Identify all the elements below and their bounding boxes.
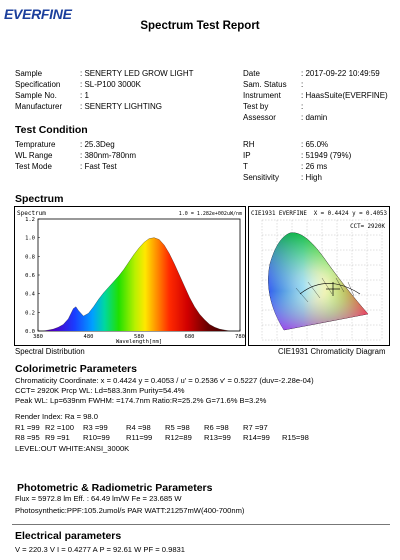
label-instrument: Instrument [243,91,281,100]
spectrum-area [38,237,240,331]
colorimetric-line-1: Chromaticity Coordinate: x = 0.4424 y = … [15,376,314,385]
spectrum-y-tick-label: 0.6 [25,273,35,279]
cie-point-marker [326,282,340,296]
spectrum-y-tick-label: 1.0 [25,236,35,242]
value-wl-range: : 380nm-780nm [80,151,137,160]
spectrum-x-tick-label: 580 [134,334,144,340]
spectrum-peak-note: 1.0 = 1.282e+002uW/nm [179,211,242,217]
r-value: R1 =99 [15,423,40,432]
r-value: R9 =91 [45,433,70,442]
spectrum-y-tick-label: 0.4 [25,292,36,298]
value-instrument: : HaasSuite(EVERFINE) [301,91,388,100]
value-sensitivity: : High [301,173,322,182]
label-date: Date [243,69,260,78]
r-values-row-1: R1 =99 R2 =100 R3 =99 R4 =98 R5 =98 R6 =… [15,423,395,433]
value-assessor: : damin [301,113,328,122]
spectrum-y-tick-label: 0.8 [25,254,35,260]
spectrum-y-ticks: 1.2 1.0 0.8 0.6 0.4 0.2 0.0 [25,217,40,335]
value-sample-no: : 1 [80,91,89,100]
photometric-line-2: Photosynthetic:PPF:105.2umol/s PAR WATT:… [15,506,245,515]
r-values-row-2: R8 =95 R9 =91 R10=99 R11=99 R12=89 R13=9… [15,433,395,443]
label-ip: IP [243,151,251,160]
spectrum-x-tick-label: 680 [185,334,195,340]
r-value: R5 =98 [165,423,190,432]
render-index: Render Index: Ra = 98.0 [15,412,98,421]
colorimetric-line-2: CCT= 2920K Prcp WL: Ld=583.3nm Purity=54… [15,386,185,395]
label-test-mode: Test Mode [15,162,52,171]
cie-title: CIE1931 EVERFINE [251,211,307,217]
cie-planckian-locus [299,283,361,295]
value-sam-status: : [301,80,304,89]
spectrum-x-tick-label: 780 [235,334,245,340]
cie-locus-hue-tb [268,232,368,330]
test-condition-right: RH : 65.0% IP : 51949 (79%) T : 26 ms Se… [243,139,393,185]
label-t: T [243,162,248,171]
spectrum-xlabel: Wavelength[nm] [116,339,162,345]
cie-isotherm-lines [295,277,355,303]
colorimetric-line-3: Peak WL: Lp=639nm FWHM: =174.7nm Ratio:R… [15,396,267,405]
r-value: R14=99 [243,433,270,442]
cie-caption: CIE1931 Chromaticity Diagram [278,347,386,356]
value-rh: : 65.0% [301,140,329,149]
label-manufacturer: Manufacturer [15,102,63,111]
r-value: R2 =100 [45,423,74,432]
cie-cct-box [340,221,386,230]
test-condition-heading: Test Condition [15,124,88,136]
r-value: R10=99 [83,433,110,442]
r-value: R12=89 [165,433,192,442]
spectrum-y-tick-label: 1.2 [25,217,35,223]
value-date: : 2017-09-22 10:49:59 [301,69,380,78]
r-value: R3 =99 [83,423,108,432]
r-value: R4 =98 [126,423,151,432]
label-rh: RH [243,140,255,149]
electrical-heading: Electrical parameters [15,530,122,542]
spectrum-caption: Spectral Distribution [15,347,85,356]
sample-info-right: Date : 2017-09-22 10:49:59 Sam. Status :… [243,68,393,126]
label-sam-status: Sam. Status [243,80,287,89]
cie-coords: X = 0.4424 y = 0.4053 [314,211,388,217]
spectrum-chart: Spectrum 1.0 = 1.282e+002uW/nm 1.2 1.0 0.8… [14,206,246,346]
value-specification: : SL-P100 3000K [80,80,141,89]
value-test-by: : [301,102,304,111]
r-value: R13=99 [204,433,231,442]
spectrum-curve [38,237,240,332]
level-line: LEVEL:OUT WHITE:ANSI_3000K [15,444,130,453]
cie-chart: CIE1931 EVERFINE X = 0.4424 y = 0.4053 C… [248,206,390,346]
cie-cct: CCT= 2920K [350,224,385,230]
label-wl-range: WL Range [15,151,53,160]
sample-info-left: Sample : SENERTY LED GROW LIGHT Specific… [15,68,235,116]
value-ip: : 51949 (79%) [301,151,352,160]
r-value: R15=98 [282,433,309,442]
label-sample: Sample [15,69,43,78]
label-test-by: Test by [243,102,269,111]
label-sample-no: Sample No. [15,91,57,100]
everfine-logo: EVERFINE [4,6,72,22]
value-test-mode: : Fast Test [80,162,117,171]
section-divider [12,524,390,525]
spectrum-x-tick-label: 380 [33,334,43,340]
spectrum-x-tick-label: 480 [84,334,94,340]
spectrum-plot-title: Spectrum [17,210,46,217]
colorimetric-heading: Colorimetric Parameters [15,363,137,375]
label-sensitivity: Sensitivity [243,173,280,182]
value-sample: : SENERTY LED GROW LIGHT [80,69,194,78]
label-assessor: Assessor [243,113,276,122]
r-value: R8 =95 [15,433,40,442]
report-title: Spectrum Test Report [140,20,260,32]
test-condition-left: Temprature : 25.3Deg WL Range : 380nm-78… [15,139,235,175]
label-temperature: Temprature [15,140,56,149]
spectrum-heading: Spectrum [15,193,64,205]
spectrum-y-tick-label: 0.2 [25,310,35,316]
r-value: R11=99 [126,433,153,442]
value-temperature: : 25.3Deg [80,140,115,149]
electrical-line: V = 220.3 V I = 0.4277 A P = 92.61 W PF … [15,545,185,554]
r-value: R6 =98 [204,423,229,432]
spectrum-y-tick-label: 0.0 [25,329,35,335]
photometric-line-1: Flux = 5972.8 lm Eff. : 64.49 lm/W Fe = … [15,494,182,503]
r-value: R7 =97 [243,423,268,432]
photometric-heading: Photometric & Radiometric Parameters [17,482,213,494]
value-t: : 26 ms [301,162,328,171]
label-specification: Specification [15,80,61,89]
value-manufacturer: : SENERTY LIGHTING [80,102,162,111]
